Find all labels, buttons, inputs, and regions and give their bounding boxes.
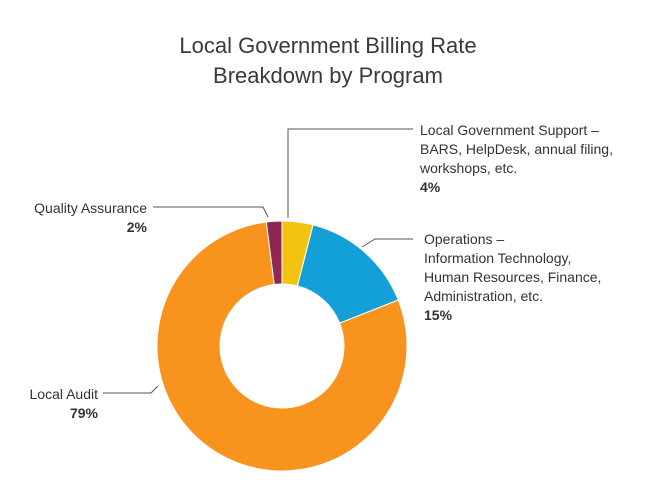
label-operations-line-1: Operations – <box>424 231 505 247</box>
chart-title-line-1: Local Government Billing Rate <box>179 33 477 58</box>
label-support-line-3: workshops, etc. <box>420 160 518 176</box>
label-local-audit-percent: 79% <box>69 405 98 421</box>
label-quality-assurance: Quality Assurance 2% <box>6 199 147 237</box>
label-support-line-2: BARS, HelpDesk, annual filing, <box>420 141 613 157</box>
label-operations: Operations – Information Technology, Hum… <box>424 230 601 325</box>
chart-title-line-2: Breakdown by Program <box>213 63 443 88</box>
donut-slices <box>156 220 408 472</box>
label-operations-line-3: Human Resources, Finance, <box>424 269 602 285</box>
leader-line-support <box>287 128 413 218</box>
leader-line-quality-assurance <box>153 206 269 218</box>
label-local-government-support: Local Government Support – BARS, HelpDes… <box>420 121 613 197</box>
label-operations-line-4: Administration, etc. <box>424 288 544 304</box>
leader-lines <box>103 128 413 394</box>
label-support-line-1: Local Government Support – <box>420 122 599 138</box>
leader-line-local-audit <box>103 385 159 394</box>
donut-slice-2 <box>156 221 408 472</box>
label-support-percent: 4% <box>420 179 441 195</box>
label-quality-assurance-percent: 2% <box>126 219 147 235</box>
donut-slice-3 <box>265 220 283 286</box>
label-operations-percent: 15% <box>424 307 453 323</box>
leader-line-operations <box>361 238 413 248</box>
label-operations-line-2: Information Technology, <box>424 250 572 266</box>
chart-title: Local Government Billing Rate Breakdown … <box>0 31 656 91</box>
label-quality-assurance-line-1: Quality Assurance <box>34 200 147 216</box>
label-local-audit: Local Audit 79% <box>6 385 99 423</box>
label-local-audit-line-1: Local Audit <box>29 386 99 402</box>
